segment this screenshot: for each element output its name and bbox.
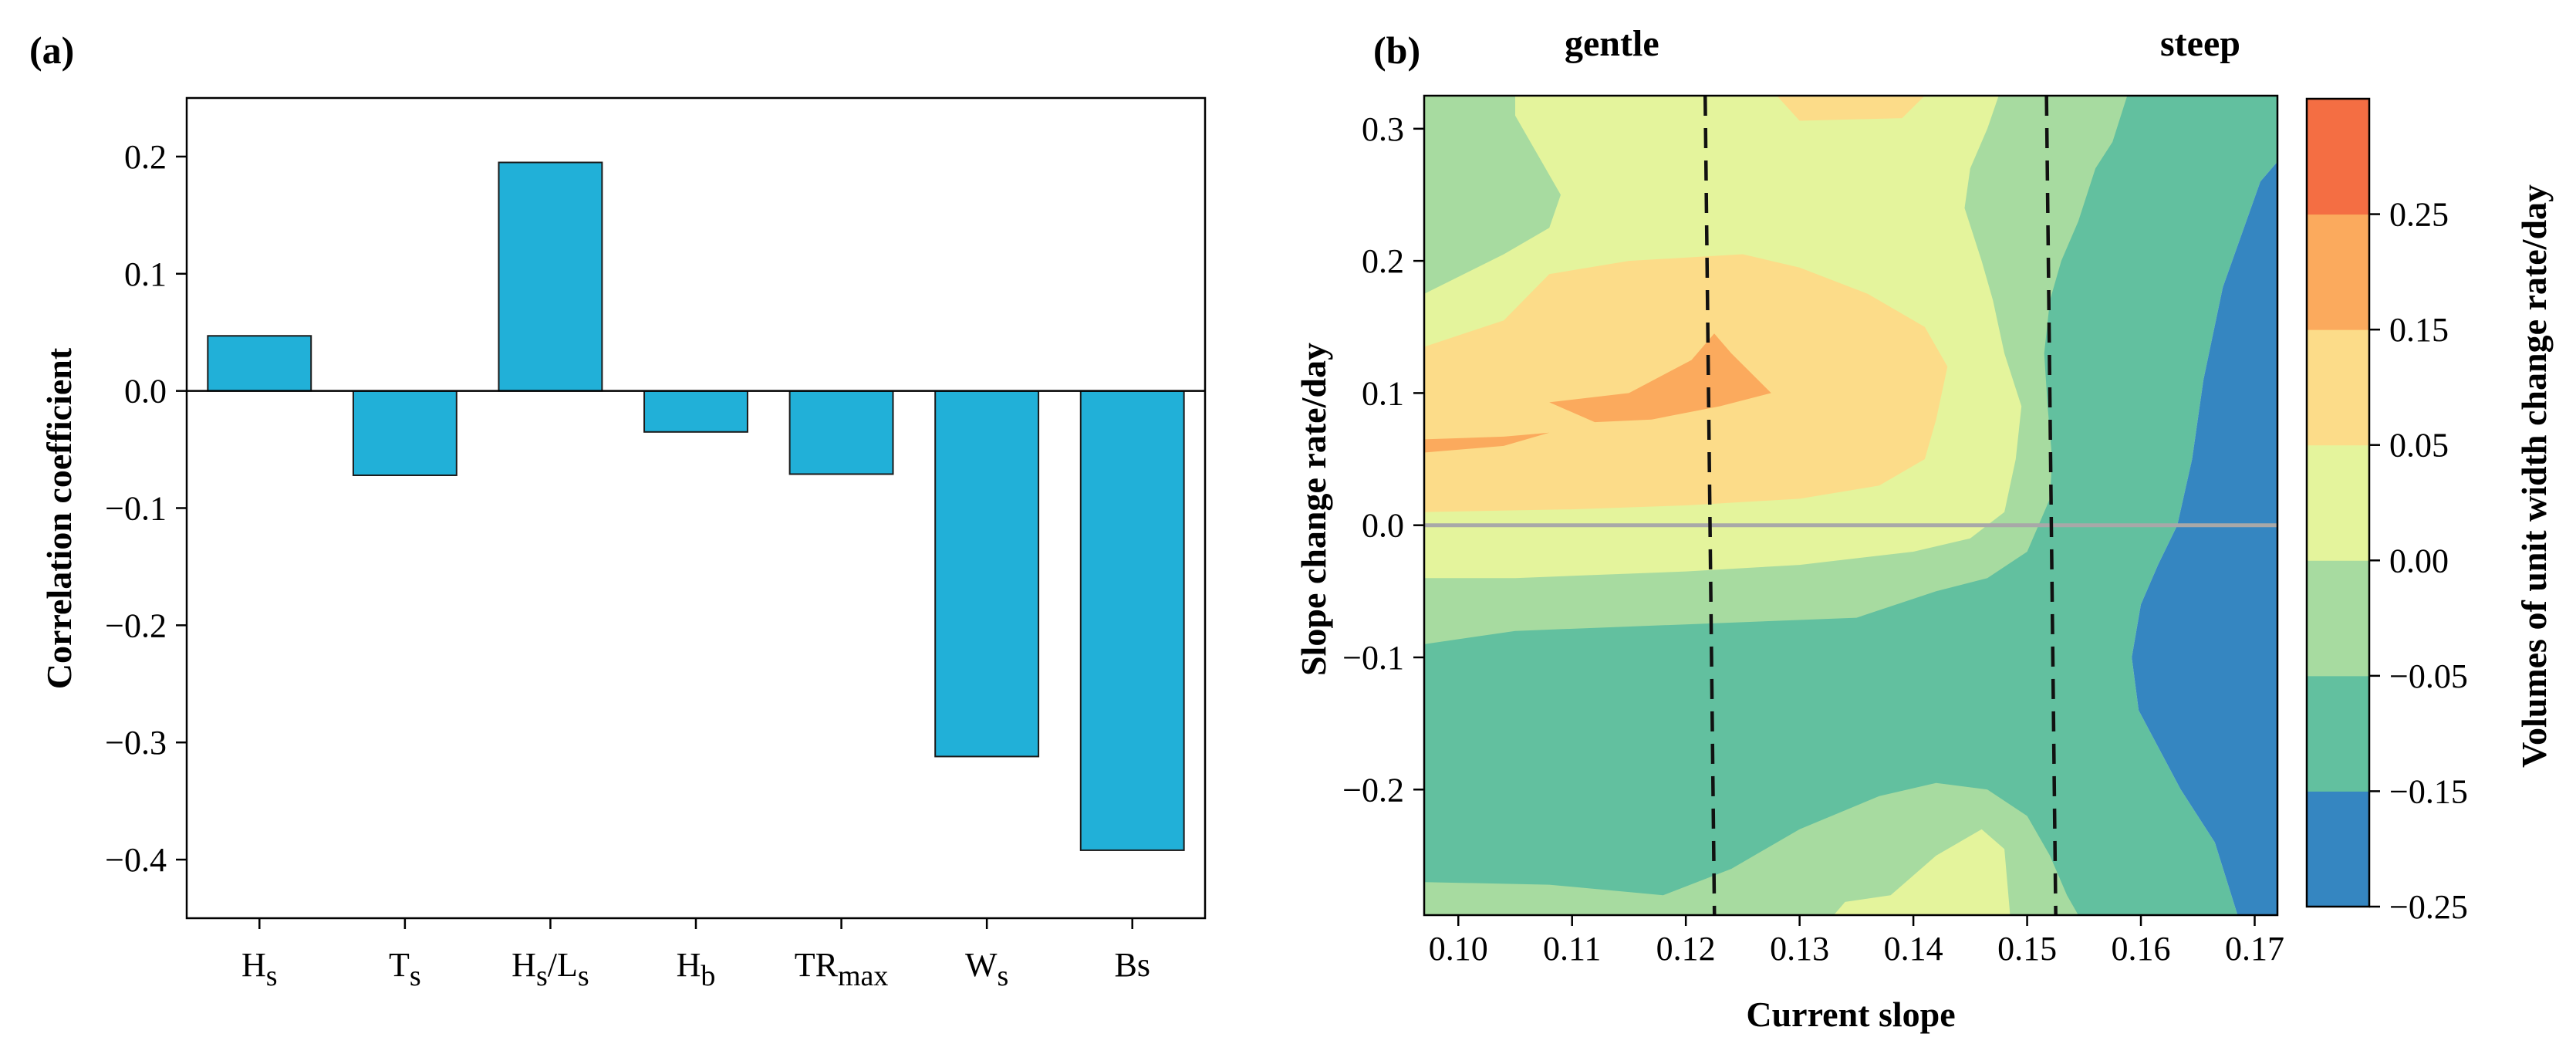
x-tick-label: 0.15	[1997, 930, 2057, 968]
steep-annotation: steep	[2160, 23, 2240, 64]
colorbar	[2307, 99, 2369, 907]
x-tick-label: 0.12	[1656, 930, 1716, 968]
panel-b-contour-chart: (b) gentle steep 0.3 0.2 0.1 0.0 −0.1 −0.2 0.…	[1294, 23, 2554, 1034]
x-tick-label: TRmax	[795, 946, 889, 992]
x-tick-label: Hs	[241, 946, 278, 992]
colorbar-tick-label: 0.15	[2389, 311, 2449, 349]
bar	[934, 390, 1040, 758]
bar	[207, 335, 312, 392]
contour-region	[1777, 96, 1925, 121]
colorbar-tick-label: −0.25	[2389, 888, 2468, 926]
colorbar-tick-label: −0.15	[2389, 772, 2468, 810]
x-tick-label: Hs/Ls	[511, 946, 589, 992]
panel-a-x-ticks: Hs Ts Hs/Ls Hb TRmax Ws Bs	[241, 918, 1150, 992]
colorbar-segment	[2307, 99, 2369, 215]
y-tick-label: 0.3	[1362, 110, 1404, 148]
panel-a-bar-chart: (a) 0.20.10.0−0.1−0.2−0.3−0.4 Hs Ts Hs/Ls H…	[29, 29, 1207, 992]
y-tick-label: 0.2	[1362, 242, 1404, 280]
bar	[1079, 390, 1185, 851]
panel-a-y-axis-label: Correlation coefficient	[39, 347, 79, 689]
bar	[352, 390, 457, 476]
colorbar-segment	[2307, 444, 2369, 561]
x-tick-label: 0.10	[1429, 930, 1488, 968]
colorbar-segment	[2307, 560, 2369, 677]
colorbar-segment	[2307, 329, 2369, 446]
gentle-annotation: gentle	[1565, 23, 1659, 64]
panel-a-y-ticks: 0.2 0.1 0.0 −0.1 −0.2 −0.3 −0.4	[105, 138, 187, 879]
bar	[498, 161, 603, 392]
panel-b-plot-frame	[1423, 94, 2279, 917]
colorbar-ticks: −0.25 −0.15 −0.05 0.00 0.05 0.15 0.25	[2369, 196, 2468, 926]
dashed-line	[2044, 95, 2058, 916]
colorbar-tick-label: −0.05	[2389, 657, 2468, 695]
y-tick-label: 0.0	[1362, 507, 1404, 545]
bar	[788, 390, 894, 475]
y-tick-label: 0.0	[124, 373, 167, 410]
colorbar-segment	[2307, 214, 2369, 330]
bar	[643, 390, 748, 433]
contour-region	[1549, 333, 1771, 423]
contour-region	[1833, 829, 2010, 915]
panel-a-plot-frame	[185, 96, 1207, 920]
colorbar-tick-label: 0.25	[2389, 196, 2449, 234]
contour-region	[2132, 161, 2277, 915]
panel-b-y-ticks: 0.3 0.2 0.1 0.0 −0.1 −0.2	[1342, 110, 1424, 809]
panel-a-label: (a)	[29, 29, 74, 72]
colorbar-label: Volumes of unit width change rate/day	[2514, 184, 2554, 768]
x-tick-label: 0.17	[2225, 930, 2284, 968]
x-tick-label: Bs	[1114, 946, 1150, 984]
x-tick-label: 0.11	[1543, 930, 1601, 968]
y-tick-label: −0.2	[105, 606, 167, 644]
y-tick-label: −0.3	[105, 724, 167, 762]
y-tick-label: 0.1	[1362, 374, 1404, 412]
y-tick-label: −0.4	[105, 841, 167, 879]
y-tick-label: −0.2	[1342, 771, 1404, 809]
x-tick-label: Ts	[389, 946, 421, 992]
y-tick-label: 0.2	[124, 138, 167, 176]
x-tick-label: Ws	[965, 946, 1008, 992]
x-tick-label: Hb	[677, 946, 716, 992]
panel-b-x-ticks: 0.10 0.11 0.12 0.13 0.14 0.15 0.16 0.17	[1429, 915, 2284, 968]
panel-b-x-axis-label: Current slope	[1746, 995, 1955, 1034]
y-tick-label: −0.1	[1342, 639, 1404, 677]
x-tick-label: 0.14	[1884, 930, 1943, 968]
colorbar-frame	[2305, 97, 2371, 908]
x-tick-label: 0.13	[1770, 930, 1829, 968]
panel-b-y-axis-label: Slope change rate/day	[1294, 343, 1333, 676]
y-tick-label: −0.1	[105, 490, 167, 528]
dashed-line	[1703, 95, 1717, 916]
panel-b-contour-regions	[1424, 96, 2277, 915]
x-tick-label: 0.16	[2112, 930, 2171, 968]
panel-b-dashed-lines	[1703, 95, 2058, 916]
y-tick-label: 0.1	[124, 255, 167, 293]
colorbar-segment	[2307, 791, 2369, 907]
contour-region	[1424, 432, 1550, 453]
colorbar-tick-label: 0.00	[2389, 542, 2449, 579]
colorbar-segment	[2307, 675, 2369, 792]
panel-a-bars	[207, 161, 1185, 851]
panel-b-label: (b)	[1373, 29, 1420, 72]
colorbar-tick-label: 0.05	[2389, 427, 2449, 465]
